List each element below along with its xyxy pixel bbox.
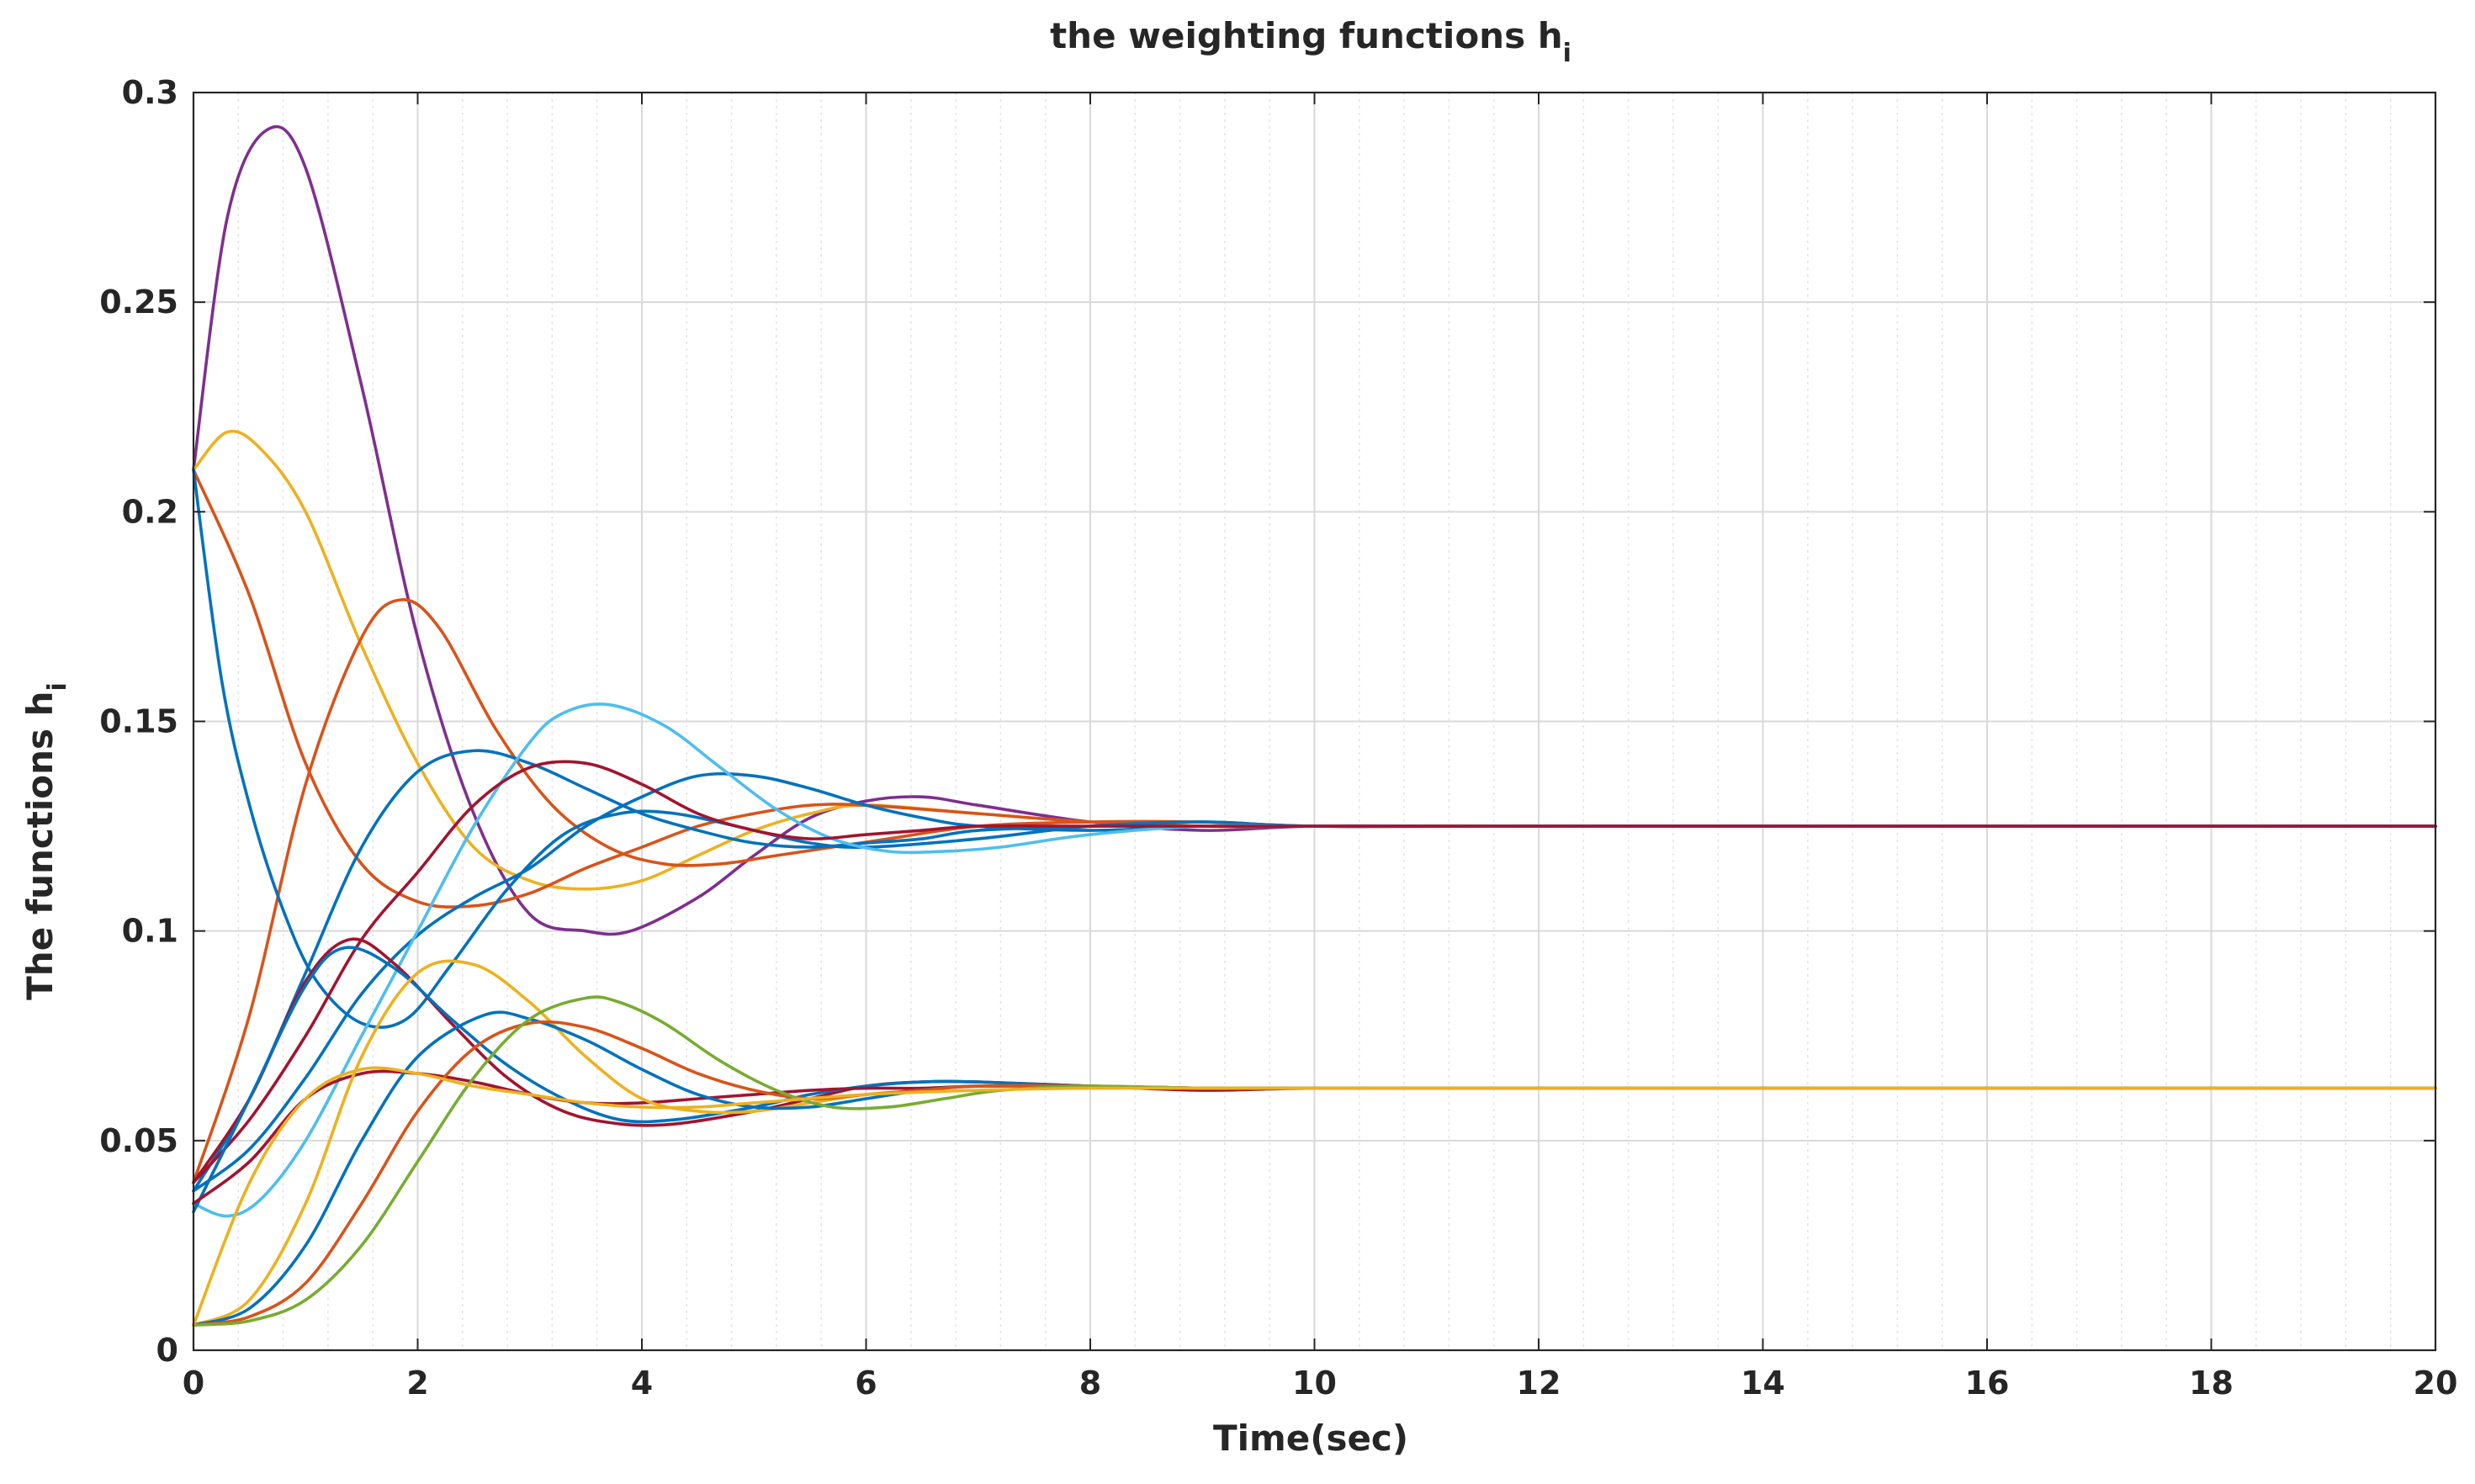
- y-tick-label: 0.2: [122, 493, 178, 530]
- x-tick-label: 14: [1741, 1365, 1785, 1402]
- x-tick-label: 2: [406, 1365, 428, 1402]
- chart-title-text: the weighting functions h: [1050, 15, 1563, 56]
- y-tick-label: 0: [156, 1332, 178, 1369]
- y-tick-label: 0.05: [99, 1122, 178, 1159]
- series-line-h9: [192, 760, 2437, 1185]
- x-tick-label: 0: [183, 1365, 204, 1402]
- x-tick-label: 20: [2414, 1365, 2458, 1402]
- x-tick-label: 16: [1965, 1365, 2010, 1402]
- x-tick-label: 8: [1079, 1365, 1101, 1402]
- x-axis-label: Time(sec): [1213, 1418, 1408, 1459]
- chart-title: the weighting functions hi: [1050, 15, 1571, 68]
- chart-title-subscript: i: [1563, 39, 1571, 68]
- axes: 0 2 4 6 8 10 12 14 16 18 20 0 0.05 0.1 0.15 0.2 0.25 0.3: [99, 74, 2457, 1402]
- x-tick-label: 6: [855, 1365, 877, 1402]
- y-tick-label: 0.25: [99, 284, 178, 321]
- series-lines: [192, 125, 2437, 1327]
- y-tick-label: 0.1: [122, 913, 178, 950]
- x-tick-label: 18: [2189, 1365, 2234, 1402]
- y-tick-label: 0.15: [99, 703, 178, 740]
- y-axis-label: The functions hi: [19, 682, 72, 1000]
- y-tick-label: 0.3: [122, 74, 178, 111]
- x-tick-label: 10: [1292, 1365, 1337, 1402]
- series-line-h17: [192, 1066, 2437, 1327]
- x-tick-label: 12: [1517, 1365, 1561, 1402]
- y-axis-label-subscript: i: [43, 682, 72, 691]
- x-tick-label: 4: [631, 1365, 653, 1402]
- y-axis-label-text: The functions h: [19, 691, 61, 999]
